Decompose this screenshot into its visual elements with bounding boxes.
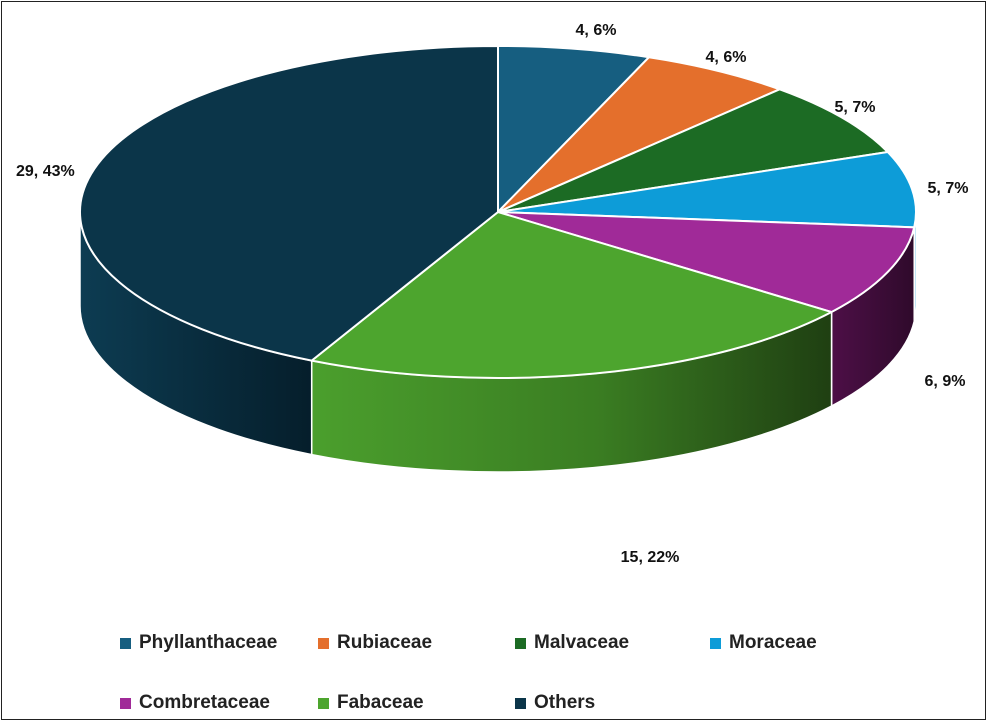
data-label-moraceae: 5, 7%	[928, 180, 969, 197]
data-label-fabaceae: 15, 22%	[621, 549, 680, 566]
data-label-combretaceae: 6, 9%	[925, 373, 966, 390]
pie-slice-moraceae	[497, 151, 917, 229]
pie-slice-fabaceae	[310, 211, 833, 379]
pie-slice-others	[79, 45, 499, 362]
pie-slice-combretaceae	[497, 211, 916, 314]
pie-slice-malvaceae	[497, 88, 889, 213]
data-label-others: 29, 43%	[16, 163, 75, 180]
data-label-malvaceae: 5, 7%	[835, 99, 876, 116]
data-label-rubiaceae: 4, 6%	[706, 49, 747, 66]
data-label-phyllanthaceae: 4, 6%	[576, 22, 617, 39]
pie-slice-phyllanthaceae	[497, 45, 650, 213]
pie-slice-rubiaceae	[497, 56, 781, 213]
